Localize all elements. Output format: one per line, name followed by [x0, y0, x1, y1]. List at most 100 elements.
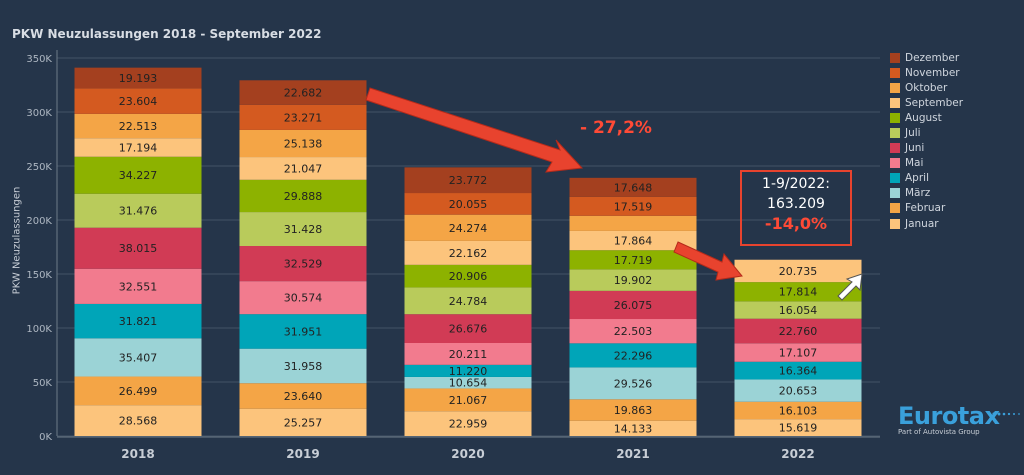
bar-segment-juli: [734, 301, 862, 319]
bar-segment-oktober: [74, 113, 202, 139]
data-label: 14.133: [614, 422, 653, 435]
bar-segment-januar: [734, 419, 862, 436]
bar-segment-dezember: [74, 67, 202, 89]
data-label: 11.220: [449, 365, 488, 378]
legend-swatch: [890, 143, 900, 154]
y-tick-label: 200K: [26, 216, 52, 227]
data-label: 22.760: [779, 325, 818, 338]
data-label: 16.054: [779, 304, 818, 317]
bar-segment-august: [239, 179, 367, 213]
bar-segment-juni: [734, 318, 862, 344]
bar-segment-november: [239, 104, 367, 130]
data-label: 29.888: [284, 190, 323, 203]
data-label: 23.640: [284, 390, 323, 403]
data-label: 29.526: [614, 377, 653, 390]
y-axis-label: PKW Neuzulassungen: [11, 186, 23, 295]
bar-segment-september: [239, 157, 367, 180]
legend-item: September: [890, 95, 963, 110]
logo-brand: Eurotax: [898, 402, 1000, 430]
data-label: 31.821: [119, 315, 158, 328]
legend-swatch: [890, 67, 900, 78]
data-label: 19.902: [614, 274, 653, 287]
data-label: 16.364: [779, 365, 818, 378]
legend-label: März: [905, 187, 931, 200]
legend-label: Februar: [905, 202, 946, 215]
bar-segment-januar: [404, 411, 532, 436]
legend-swatch: [890, 218, 900, 229]
bar-segment-februar: [404, 388, 532, 412]
summary-change: -14,0%: [764, 214, 828, 233]
data-label: 25.138: [284, 137, 323, 150]
data-label: 22.162: [449, 247, 488, 260]
bar-segment-juni: [404, 314, 532, 344]
y-tick-label: 50K: [33, 378, 53, 389]
x-tick-label: 2018: [121, 447, 154, 461]
bar-segment-november: [404, 193, 532, 215]
logo-dot: [997, 412, 1001, 416]
legend-item: November: [890, 65, 963, 80]
bar-segment-märz: [734, 379, 862, 402]
data-label: 21.047: [284, 162, 323, 175]
bar-segment-mai: [74, 268, 202, 304]
bar-segment-dezember: [404, 167, 532, 194]
bar-segment-april: [74, 303, 202, 339]
summary-box: 1-9/2022: 163.209 -14,0%: [740, 170, 852, 246]
legend-item: Juni: [890, 141, 963, 156]
data-label: 38.015: [119, 242, 158, 255]
legend-item: Februar: [890, 201, 963, 216]
bar-segment-januar: [239, 408, 367, 436]
data-label: 20.653: [779, 385, 818, 398]
data-label: 21.067: [449, 394, 488, 407]
data-label: 32.551: [119, 280, 158, 293]
data-label: 17.648: [614, 181, 653, 194]
bar-segment-august: [569, 250, 697, 270]
legend-label: September: [905, 96, 964, 109]
bar-segment-juni: [239, 246, 367, 282]
bar-segment-mai: [239, 281, 367, 315]
y-tick-label: 300K: [26, 108, 52, 119]
x-tick-label: 2019: [286, 447, 319, 461]
data-label: 16.103: [779, 404, 818, 417]
data-label: 23.271: [284, 111, 323, 124]
legend: Dezember November Oktober September August Ju…: [890, 50, 963, 231]
logo-dot: [1007, 412, 1011, 416]
data-label: 17.194: [119, 141, 158, 154]
bar-segment-september: [569, 230, 697, 251]
eurotax-logo: Eurotax Part of Autovista Group: [898, 402, 1000, 436]
data-label: 22.959: [449, 418, 488, 431]
legend-label: Januar: [905, 217, 939, 230]
legend-label: Juli: [905, 127, 921, 140]
bar-segment-august: [404, 264, 532, 288]
legend-label: Juni: [905, 142, 925, 155]
bar-segment-märz: [404, 376, 532, 389]
bar-segment-april: [734, 361, 862, 380]
bar-segment-dezember: [569, 177, 697, 197]
data-label: 19.863: [614, 404, 653, 417]
data-label: 20.735: [779, 265, 818, 278]
data-label: 31.951: [284, 325, 323, 338]
bar-segment-juni: [569, 290, 697, 320]
summary-period: 1-9/2022:: [762, 176, 830, 192]
bar-segment-september: [74, 138, 202, 157]
data-label: 19.193: [119, 72, 158, 85]
bar-segment-november: [74, 88, 202, 114]
bar-segment-august: [74, 156, 202, 194]
data-label: 17.814: [779, 286, 818, 299]
data-label: 17.519: [614, 200, 653, 213]
trend-arrow: [365, 87, 584, 173]
legend-swatch: [890, 112, 900, 123]
data-label: 20.211: [449, 348, 488, 361]
summary-total: 163.209: [767, 196, 825, 212]
data-label: 17.864: [614, 235, 653, 248]
y-tick-label: 250K: [26, 162, 52, 173]
bar-segment-september: [734, 259, 862, 283]
bar-segment-juli: [404, 287, 532, 315]
legend-item: Mai: [890, 156, 963, 171]
y-tick-label: 350K: [26, 54, 52, 65]
data-label: 31.476: [119, 205, 158, 218]
data-label: 20.906: [449, 270, 488, 283]
logo-dot: [1018, 413, 1020, 415]
legend-swatch: [890, 173, 900, 184]
legend-label: August: [905, 111, 942, 124]
